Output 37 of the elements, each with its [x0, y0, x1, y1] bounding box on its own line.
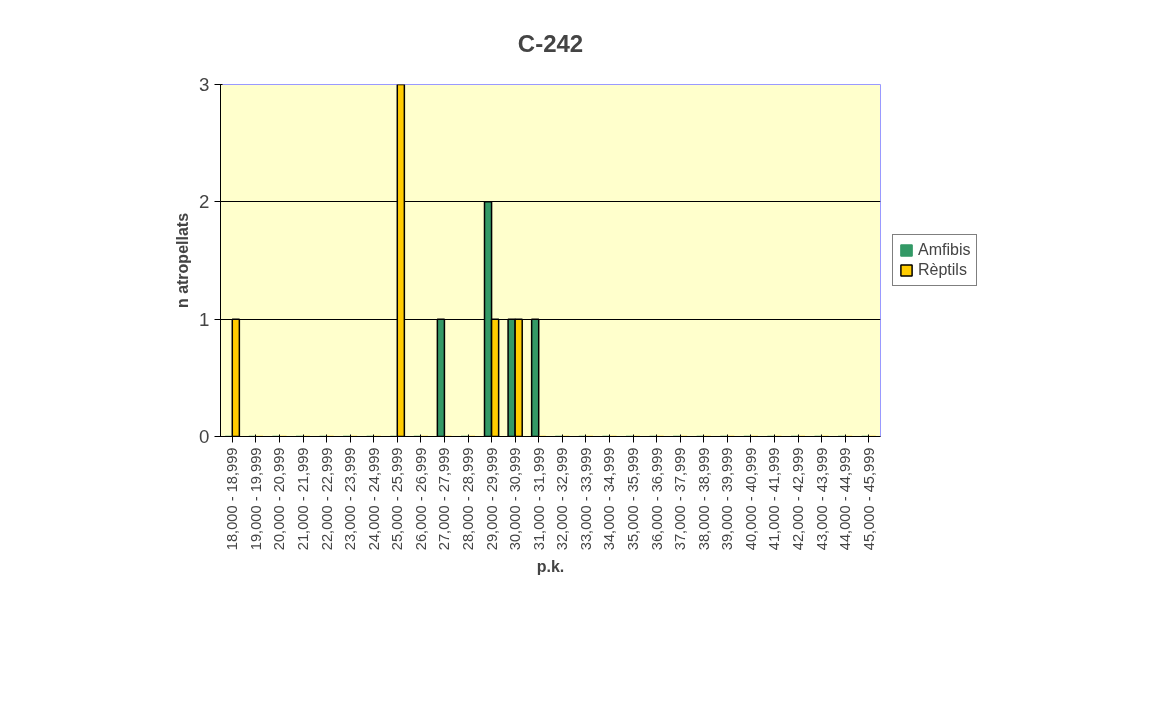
x-tick-label: 25,000 - 25,999	[389, 447, 406, 551]
x-tick-label: 32,000 - 32,999	[554, 447, 571, 551]
legend-label: Rèptils	[918, 261, 967, 279]
x-tick-label: 23,000 - 23,999	[342, 447, 359, 551]
y-tick-label: 1	[199, 308, 210, 330]
x-tick-label: 35,000 - 35,999	[625, 447, 641, 551]
x-tick-label: 37,000 - 37,999	[672, 447, 689, 551]
x-tick-label: 26,000 - 26,999	[412, 447, 429, 551]
x-tick-label: 38,000 - 38,999	[695, 447, 712, 551]
y-tick-label: 3	[199, 74, 210, 95]
x-tick-label: 21,000 - 21,999	[295, 447, 311, 551]
x-tick-label: 45,000 - 45,999	[860, 447, 877, 551]
x-tick-label: 34,000 - 34,999	[601, 447, 618, 551]
x-tick-label: 43,000 - 43,999	[813, 447, 830, 551]
chart-title: C-242	[517, 30, 584, 57]
x-tick-label: 31,000 - 31,999	[530, 447, 547, 551]
x-tick-label: 24,000 - 24,999	[365, 447, 382, 551]
x-tick-label: 18,000 - 18,999	[224, 447, 241, 551]
x-tick-label: 22,000 - 22,999	[318, 447, 335, 551]
x-tick-label: 33,000 - 33,999	[577, 447, 594, 551]
y-axis-title: n atropellats	[174, 212, 192, 309]
x-tick-label: 30,000 - 30,999	[507, 447, 524, 551]
x-tick-label: 27,000 - 27,999	[436, 447, 453, 551]
x-tick-label: 40,000 - 40,999	[742, 447, 759, 551]
y-tick-label: 2	[199, 191, 210, 213]
x-tick-label: 36,000 - 36,999	[648, 447, 665, 551]
y-tick-label: 0	[199, 426, 210, 447]
x-tick-label: 41,000 - 41,999	[766, 447, 783, 551]
x-tick-label: 39,000 - 39,999	[719, 447, 736, 551]
x-axis-title: p.k.	[536, 558, 565, 576]
legend-label: Amfibis	[918, 241, 971, 259]
x-tick-label: 42,000 - 42,999	[790, 447, 806, 551]
x-tick-label: 28,000 - 28,999	[460, 447, 476, 551]
x-tick-label: 19,000 - 19,999	[247, 447, 264, 551]
x-tick-label: 20,000 - 20,999	[271, 447, 288, 551]
x-tick-label: 29,000 - 29,999	[483, 447, 500, 551]
x-tick-label: 44,000 - 44,999	[837, 447, 854, 551]
